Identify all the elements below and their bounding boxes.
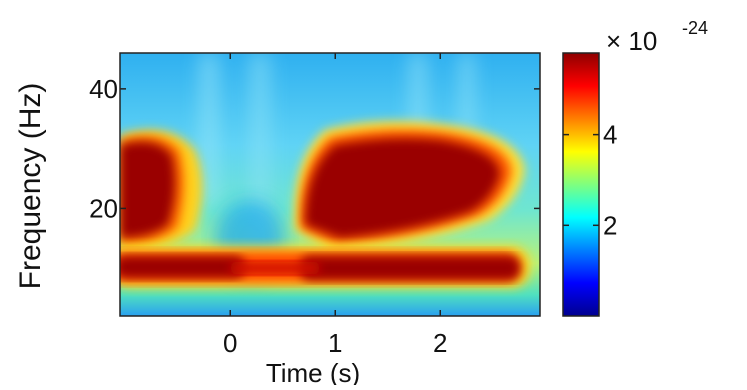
low-frequency-band [120, 246, 530, 288]
x-axis-label: Time (s) [266, 358, 360, 385]
y-tick-label-1: 40 [89, 74, 118, 104]
x-tick-label-2: 2 [433, 328, 447, 358]
colorbar-exponent: -24 [682, 18, 708, 38]
colorbar: 24 × 10 -24 [562, 18, 708, 317]
x-tick-label-1: 1 [328, 328, 342, 358]
right-blob [294, 121, 525, 250]
y-tick-label-0: 20 [89, 193, 118, 223]
left-blob [120, 130, 203, 250]
y-axis-label: Frequency (Hz) [14, 83, 47, 290]
colorbar-ticks: 24 [563, 120, 617, 240]
colorbar-tick-label-0: 2 [603, 210, 617, 240]
plot-frame [119, 52, 541, 317]
colorbar-tick-label-1: 4 [603, 120, 617, 150]
light-streaks [200, 53, 474, 243]
heatmap-area [120, 53, 540, 316]
colorbar-multiplier: × 10 [606, 26, 657, 56]
colorbar-gradient [562, 52, 600, 317]
x-axis: 0 1 2 [223, 53, 447, 358]
x-tick-label-0: 0 [223, 328, 237, 358]
